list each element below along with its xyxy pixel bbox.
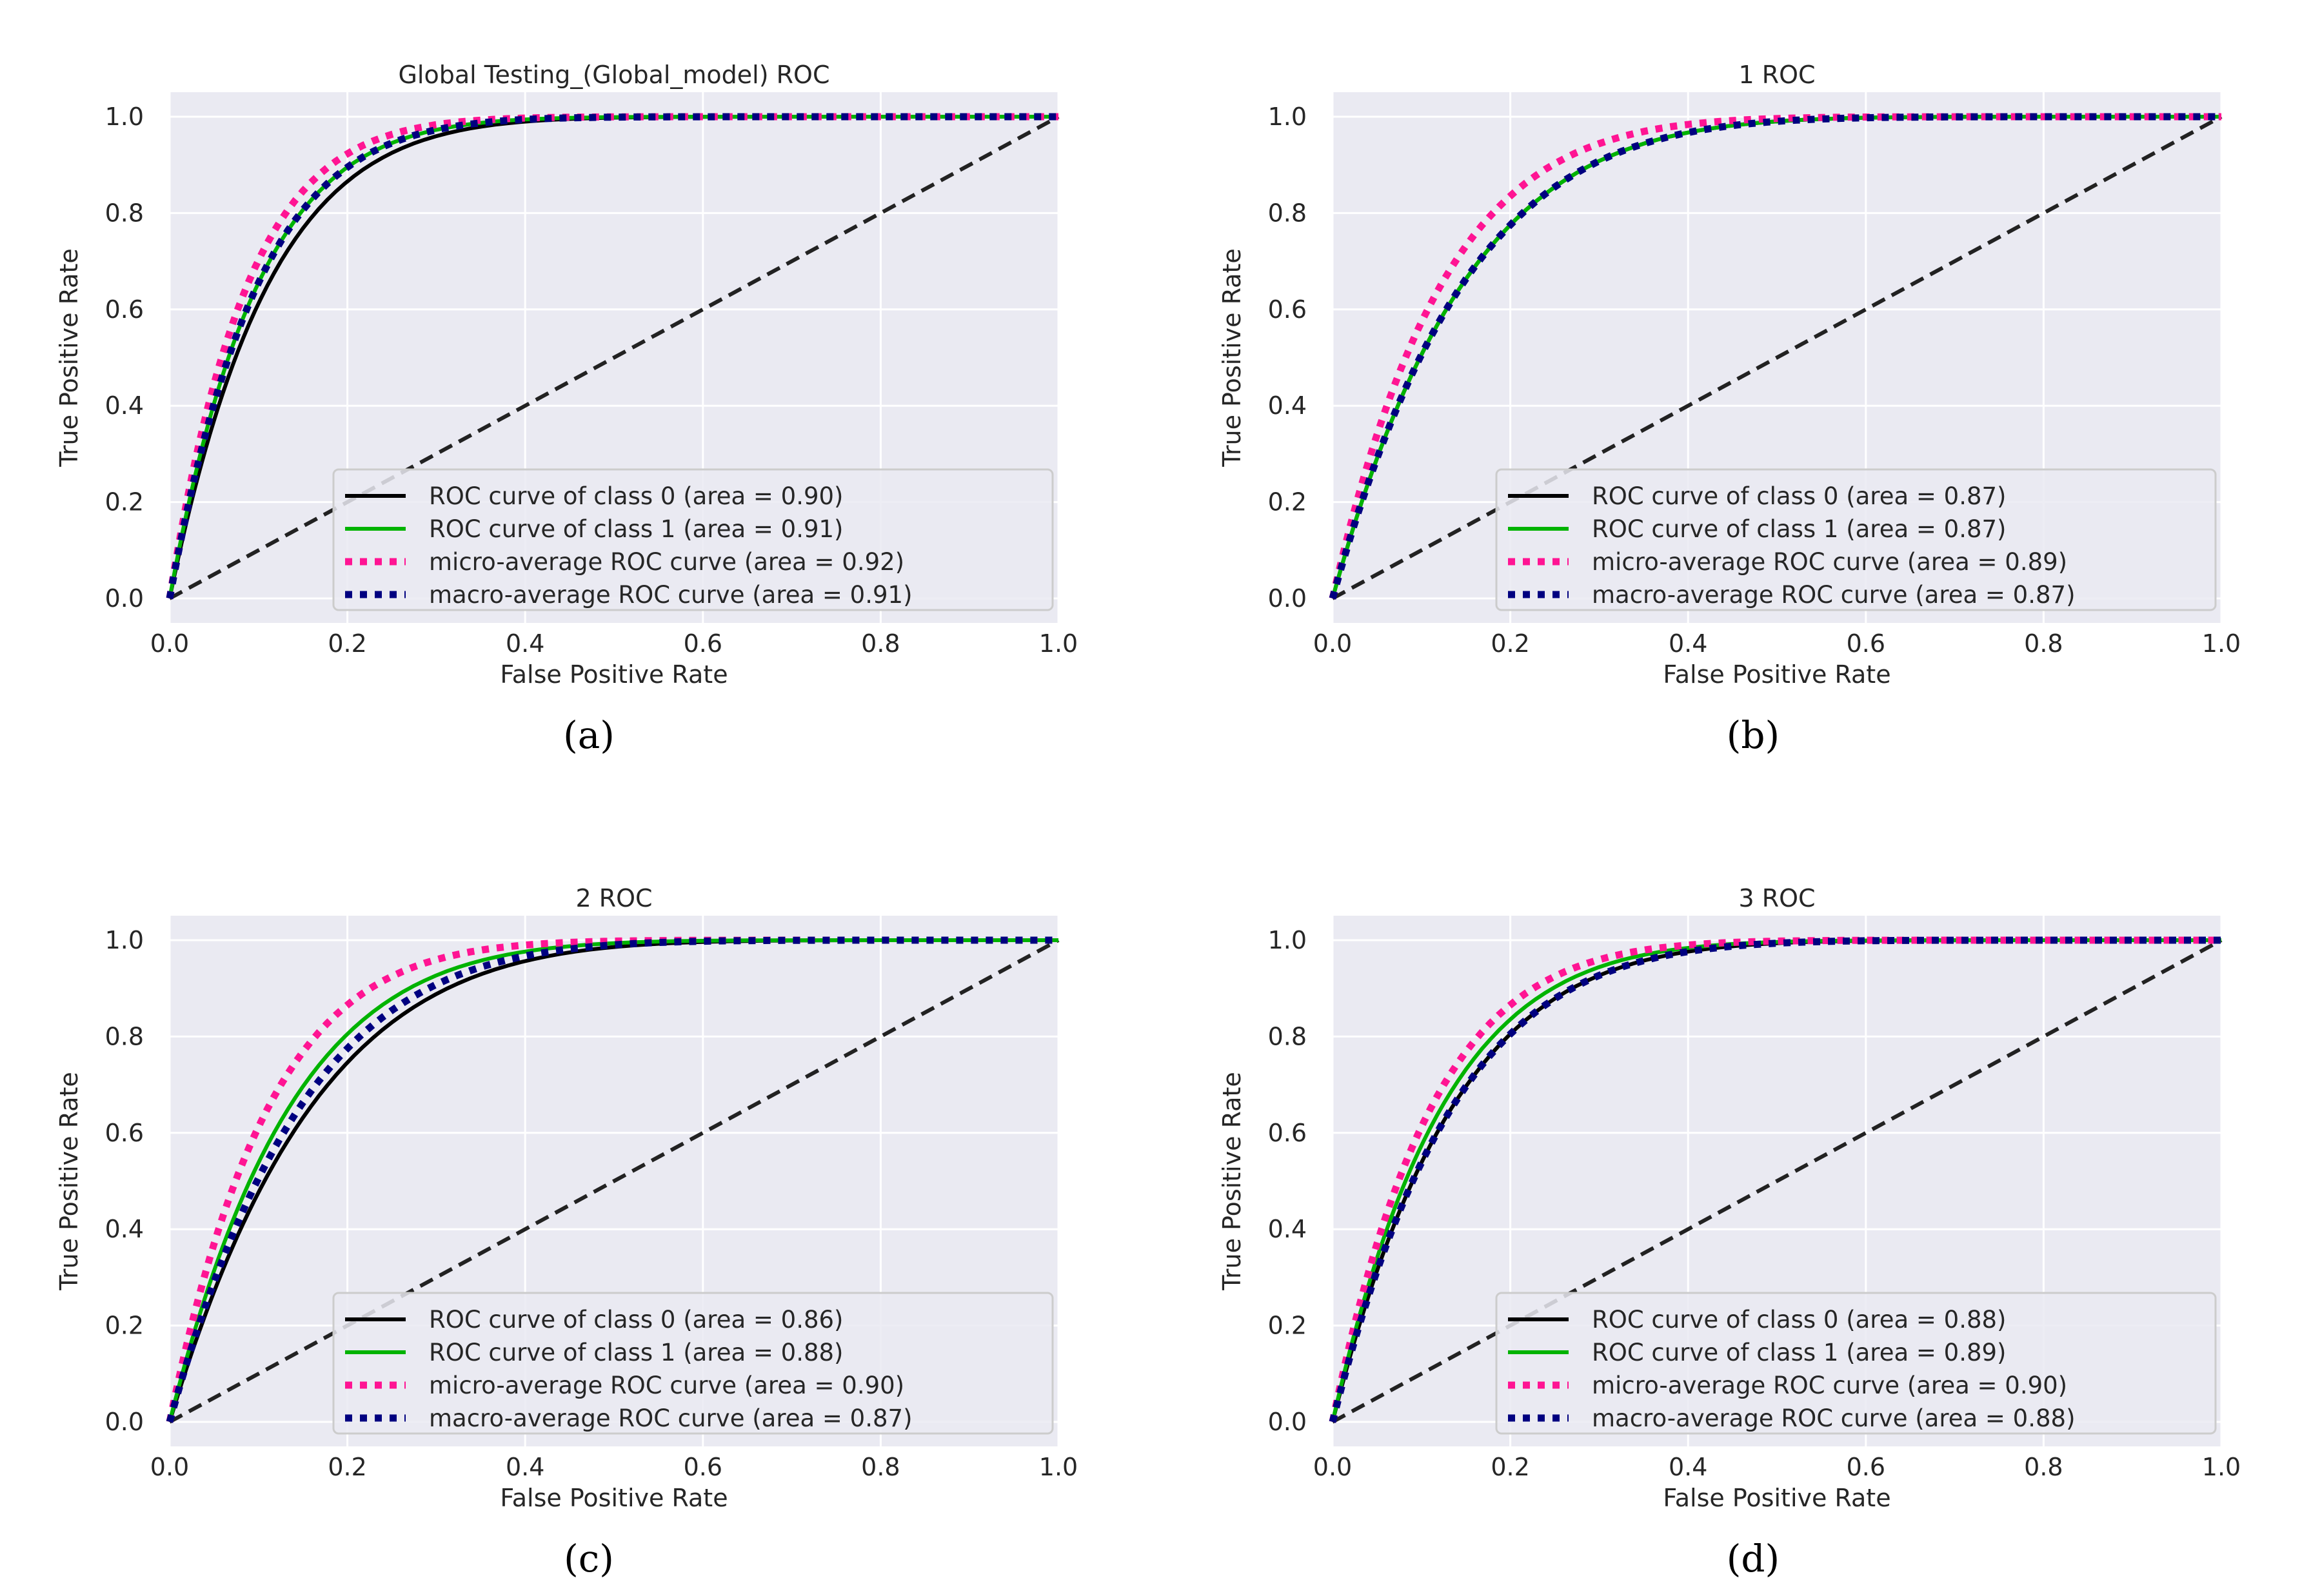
chart-title: 3 ROC bbox=[1738, 884, 1815, 912]
macro-average-curve bbox=[166, 113, 1058, 600]
x-tick-label: 1.0 bbox=[2202, 629, 2241, 658]
x-tick-label: 0.6 bbox=[1847, 1453, 1885, 1481]
y-tick-label: 0.8 bbox=[105, 199, 144, 227]
y-tick-label: 0.6 bbox=[105, 295, 144, 324]
chart-title: 1 ROC bbox=[1738, 61, 1815, 89]
x-tick-label: 1.0 bbox=[1039, 629, 1078, 658]
y-tick-label: 0.0 bbox=[105, 1408, 144, 1436]
x-tick-label: 0.4 bbox=[506, 629, 544, 658]
x-tick-label: 0.6 bbox=[684, 1453, 722, 1481]
y-tick-label: 0.4 bbox=[105, 391, 144, 420]
legend-entry: ROC curve of class 1 (area = 0.91) bbox=[429, 515, 843, 543]
macro-average-curve bbox=[1329, 113, 2221, 600]
x-tick-label: 0.8 bbox=[861, 1453, 900, 1481]
x-axis-label: False Positive Rate bbox=[1663, 1484, 1890, 1512]
legend-entry: micro-average ROC curve (area = 0.92) bbox=[429, 548, 904, 576]
x-axis-label: False Positive Rate bbox=[500, 1484, 728, 1512]
y-tick-label: 0.8 bbox=[1268, 1022, 1307, 1050]
y-tick-label: 0.2 bbox=[1268, 1312, 1307, 1340]
chance-diagonal-line bbox=[1331, 115, 2223, 600]
x-axis-label: False Positive Rate bbox=[1663, 660, 1890, 689]
x-tick-label: 0.2 bbox=[1491, 629, 1529, 658]
x-tick-label: 0.8 bbox=[2024, 1453, 2063, 1481]
y-tick-label: 1.0 bbox=[105, 103, 144, 131]
roc-panel-4: 3 ROC 0.0 0.2 0.4 0.6 0.8 1.0 0.0 0.2 0.4 0.6 0.8 1.… bbox=[1218, 884, 2241, 1512]
y-tick-label: 0.6 bbox=[105, 1119, 144, 1147]
x-tick-label: 0.2 bbox=[328, 1453, 366, 1481]
chart-title: Global Testing_(Global_model) ROC bbox=[398, 61, 829, 89]
legend-entry: ROC curve of class 1 (area = 0.89) bbox=[1592, 1339, 2006, 1366]
y-tick-label: 0.2 bbox=[105, 1312, 144, 1340]
y-tick-label: 1.0 bbox=[105, 926, 144, 954]
legend-box bbox=[332, 1292, 1054, 1435]
legend-entry: ROC curve of class 0 (area = 0.90) bbox=[429, 482, 843, 510]
y-tick-label: 0.8 bbox=[105, 1022, 144, 1050]
x-tick-label: 0.0 bbox=[150, 1453, 189, 1481]
legend-entry: ROC curve of class 0 (area = 0.88) bbox=[1592, 1306, 2006, 1334]
x-tick-label: 0.8 bbox=[861, 629, 900, 658]
roc-panel-3: 2 ROC 0.0 0.2 0.4 0.6 0.8 1.0 0.0 0.2 0.4 0.6 0.8 1.… bbox=[55, 884, 1078, 1512]
y-tick-label: 0.6 bbox=[1268, 1119, 1307, 1147]
x-tick-label: 0.6 bbox=[1847, 629, 1885, 658]
legend-entry: micro-average ROC curve (area = 0.90) bbox=[429, 1372, 904, 1399]
x-tick-label: 0.4 bbox=[1669, 1453, 1707, 1481]
legend-entry: macro-average ROC curve (area = 0.87) bbox=[1592, 581, 2076, 609]
x-tick-label: 1.0 bbox=[1039, 1453, 1078, 1481]
legend-entry: macro-average ROC curve (area = 0.87) bbox=[429, 1404, 913, 1432]
panel-label: (c) bbox=[564, 1537, 614, 1581]
roc-panel-1: Global Testing_(Global_model) ROC 0.0 0.2 0… bbox=[55, 61, 1078, 689]
roc-panel-2: 1 ROC 0.0 0.2 0.4 0.6 0.8 1.0 0.0 0.2 0.4 0.6 0.8 1.… bbox=[1218, 61, 2241, 689]
y-tick-label: 0.0 bbox=[105, 584, 144, 613]
y-tick-label: 0.4 bbox=[1268, 391, 1307, 420]
x-axis-label: False Positive Rate bbox=[500, 660, 728, 689]
x-tick-label: 1.0 bbox=[2202, 1453, 2241, 1481]
y-tick-label: 1.0 bbox=[1268, 103, 1307, 131]
x-tick-label: 0.8 bbox=[2024, 629, 2063, 658]
legend-entry: ROC curve of class 0 (area = 0.86) bbox=[429, 1306, 843, 1334]
chart-title: 2 ROC bbox=[575, 884, 652, 912]
legend-entry: micro-average ROC curve (area = 0.90) bbox=[1592, 1372, 2067, 1399]
y-tick-label: 0.2 bbox=[1268, 488, 1307, 517]
x-tick-label: 0.4 bbox=[1669, 629, 1707, 658]
x-tick-label: 0.4 bbox=[506, 1453, 544, 1481]
chance-diagonal-line bbox=[168, 938, 1060, 1424]
micro-average-curve bbox=[1329, 936, 2221, 1423]
panel-label: (a) bbox=[563, 713, 615, 757]
y-tick-label: 0.4 bbox=[105, 1215, 144, 1243]
panel-label: (d) bbox=[1727, 1537, 1780, 1581]
chance-diagonal-line bbox=[168, 115, 1060, 600]
y-axis-label: True Positive Rate bbox=[1218, 1072, 1246, 1291]
legend-entry: ROC curve of class 1 (area = 0.87) bbox=[1592, 515, 2006, 543]
x-tick-label: 0.0 bbox=[150, 629, 189, 658]
x-tick-label: 0.0 bbox=[1313, 1453, 1352, 1481]
x-tick-label: 0.0 bbox=[1313, 629, 1352, 658]
y-tick-label: 0.4 bbox=[1268, 1215, 1307, 1243]
y-axis-label: True Positive Rate bbox=[55, 1072, 83, 1291]
y-tick-label: 1.0 bbox=[1268, 926, 1307, 954]
y-axis-label: True Positive Rate bbox=[1218, 248, 1246, 468]
legend-entry: micro-average ROC curve (area = 0.89) bbox=[1592, 548, 2067, 576]
micro-average-curve bbox=[166, 113, 1058, 600]
legend-entry: ROC curve of class 1 (area = 0.88) bbox=[429, 1339, 843, 1366]
y-tick-label: 0.8 bbox=[1268, 199, 1307, 227]
legend-entry: macro-average ROC curve (area = 0.91) bbox=[429, 581, 913, 609]
chance-diagonal-line bbox=[1331, 938, 2223, 1424]
x-tick-label: 0.6 bbox=[684, 629, 722, 658]
y-tick-label: 0.0 bbox=[1268, 1408, 1307, 1436]
y-tick-label: 0.2 bbox=[105, 488, 144, 517]
macro-average-curve bbox=[166, 936, 1058, 1423]
legend-entry: macro-average ROC curve (area = 0.88) bbox=[1592, 1404, 2076, 1432]
legend-box bbox=[1495, 468, 2217, 611]
y-tick-label: 0.6 bbox=[1268, 295, 1307, 324]
y-axis-label: True Positive Rate bbox=[55, 248, 83, 468]
legend-entry: ROC curve of class 0 (area = 0.87) bbox=[1592, 482, 2006, 510]
x-tick-label: 0.2 bbox=[328, 629, 366, 658]
x-tick-label: 0.2 bbox=[1491, 1453, 1529, 1481]
panel-label: (b) bbox=[1727, 713, 1780, 757]
y-tick-label: 0.0 bbox=[1268, 584, 1307, 613]
legend-box bbox=[1495, 1292, 2217, 1435]
legend-box bbox=[332, 468, 1054, 611]
